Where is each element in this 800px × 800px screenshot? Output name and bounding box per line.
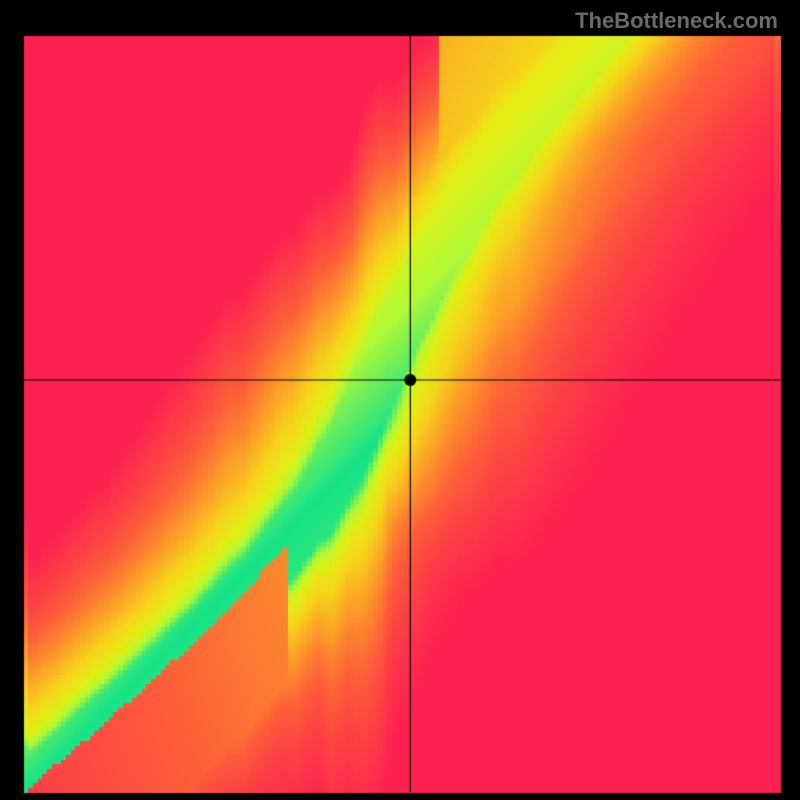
heatmap-canvas [0, 0, 800, 800]
chart-container: TheBottleneck.com [0, 0, 800, 800]
